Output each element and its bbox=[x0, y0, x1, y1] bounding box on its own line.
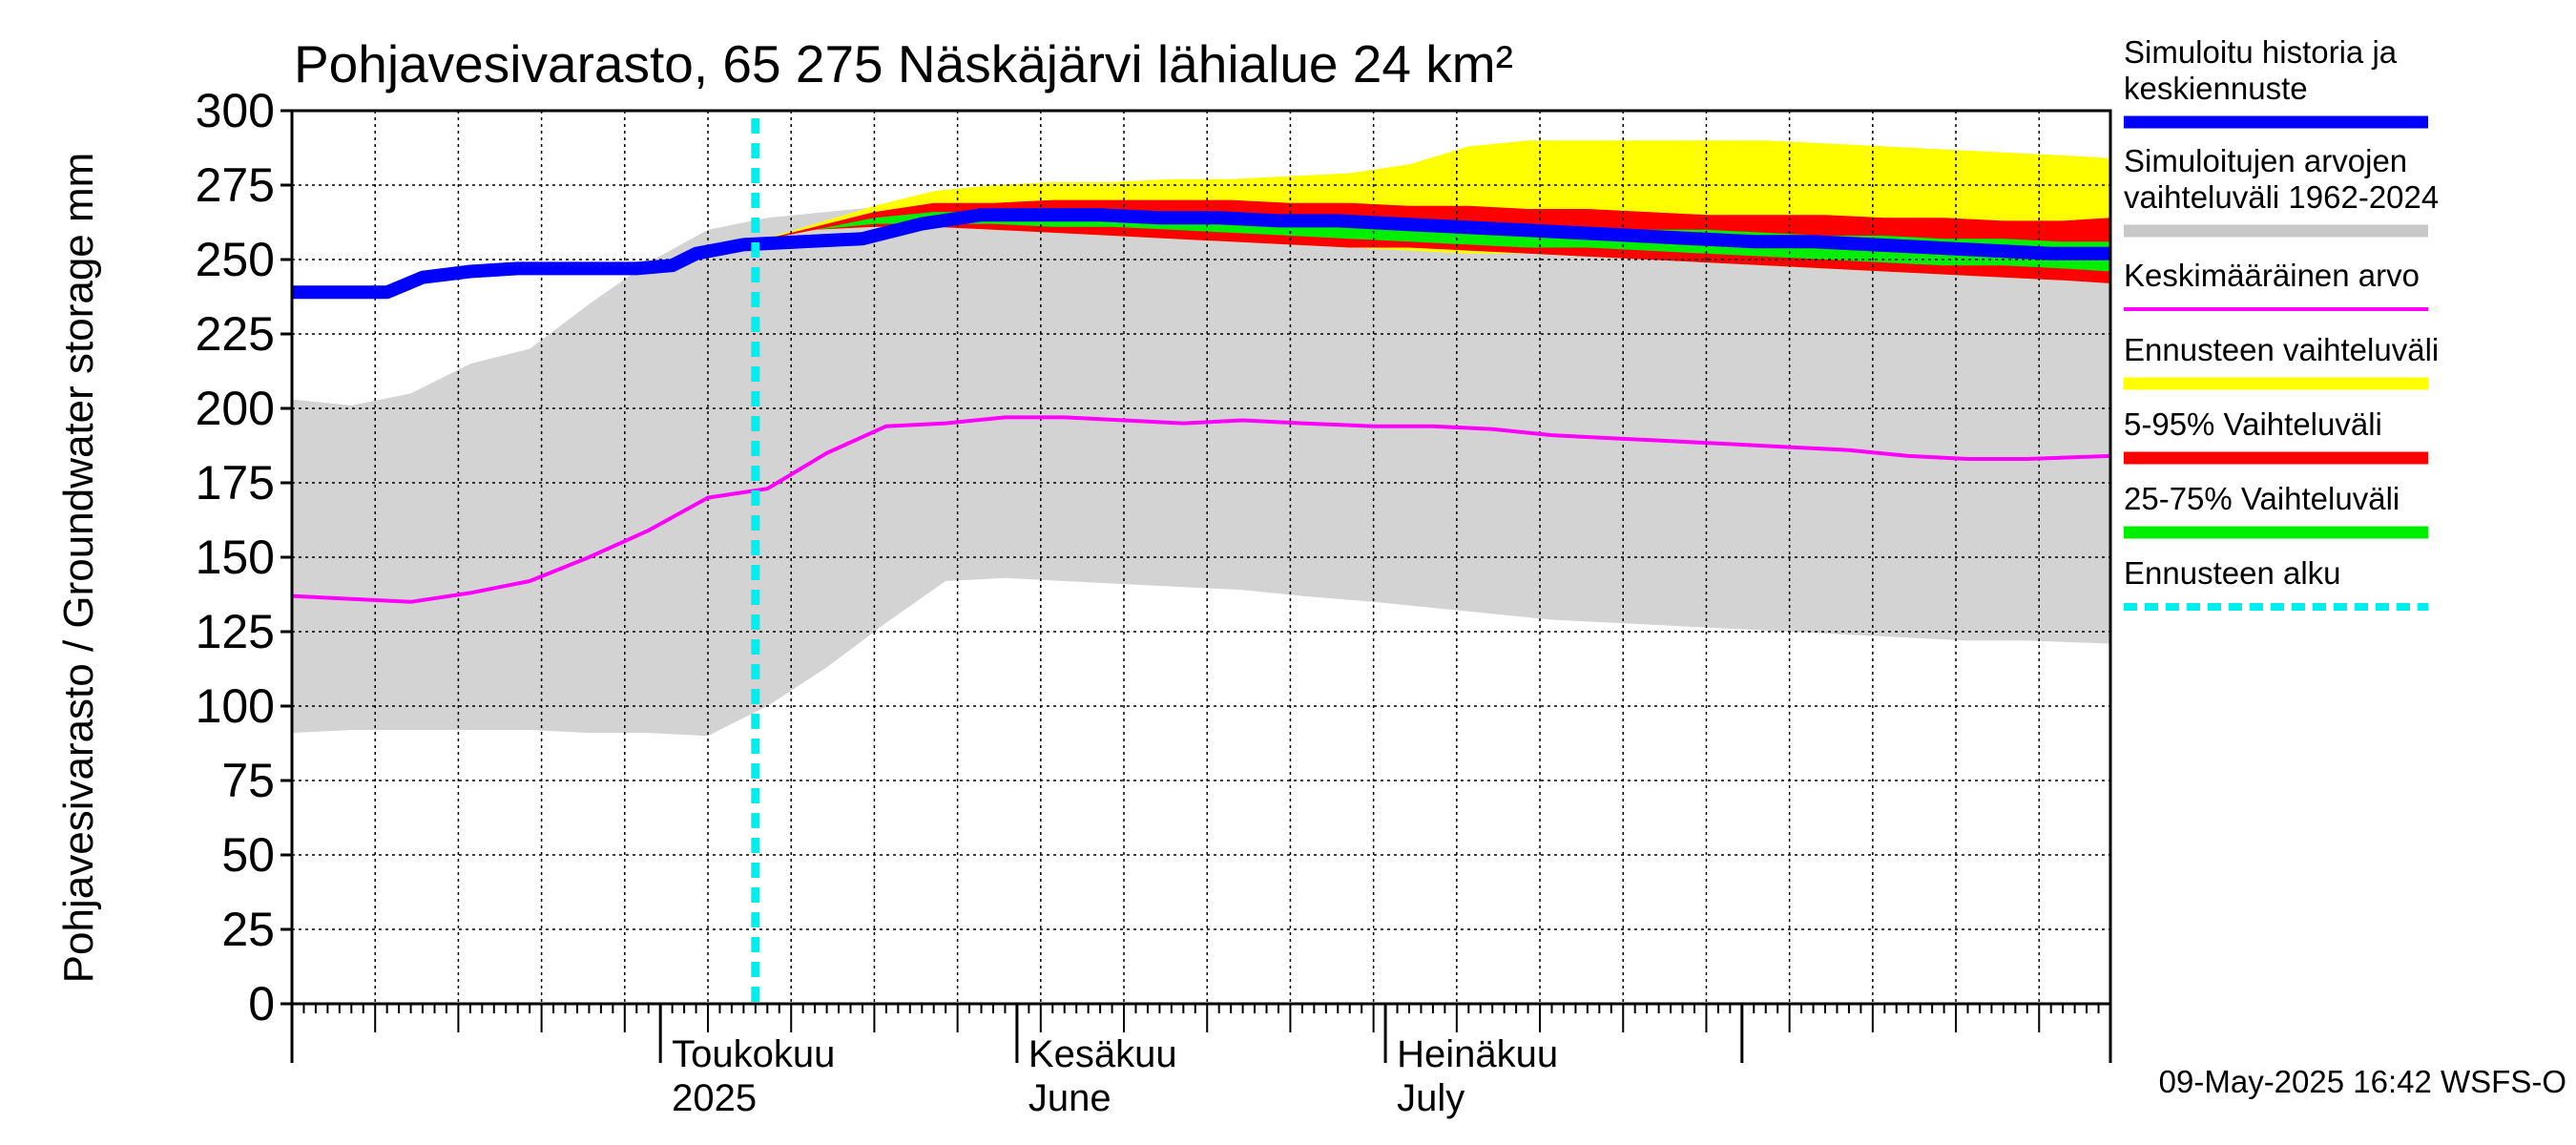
x-month-label: Kesäkuu bbox=[1028, 1033, 1177, 1075]
chart-title: Pohjavesivarasto, 65 275 Näskäjärvi lähi… bbox=[294, 34, 1513, 94]
plot-inner bbox=[292, 111, 2110, 1004]
y-tick-label: 100 bbox=[196, 679, 275, 733]
legend-label: 25-75% Vaihteluväli bbox=[2124, 481, 2399, 516]
y-tick-label: 275 bbox=[196, 158, 275, 212]
legend-label: Simuloitu historia ja bbox=[2124, 34, 2398, 70]
line-keskim-r-inen-arvo bbox=[292, 415, 2110, 604]
y-tick-label: 150 bbox=[196, 531, 275, 584]
plot-area: 0 25 50 75 100 125 150 175 200 225 250 275 300 Toukok… bbox=[196, 84, 2112, 1119]
legend-label: Simuloitujen arvojen bbox=[2124, 143, 2407, 178]
x-month-label: Heinäkuu bbox=[1397, 1033, 1558, 1075]
legend-label: 5-95% Vaihteluväli bbox=[2124, 406, 2382, 442]
y-tick-label: 25 bbox=[221, 903, 275, 956]
y-tick-label: 125 bbox=[196, 605, 275, 658]
y-tick-label: 225 bbox=[196, 307, 275, 361]
x-month-sublabel: June bbox=[1028, 1077, 1111, 1119]
legend-label: Ennusteen alku bbox=[2124, 555, 2341, 591]
x-month-sublabel: July bbox=[1397, 1077, 1465, 1119]
band-25-75-vaihteluv-li bbox=[755, 212, 2110, 272]
y-tick-label: 250 bbox=[196, 233, 275, 286]
x-month-label: Toukokuu bbox=[672, 1033, 835, 1075]
y-tick-label: 200 bbox=[196, 382, 275, 435]
x-month-sublabel: 2025 bbox=[672, 1077, 757, 1119]
y-axis-label: Pohjavesivarasto / Groundwater storage m… bbox=[55, 153, 102, 984]
y-tick-label: 175 bbox=[196, 456, 275, 510]
y-tick-label: 300 bbox=[196, 84, 275, 137]
legend-label: Keskimääräinen arvo bbox=[2124, 258, 2420, 293]
y-tick-label: 50 bbox=[221, 828, 275, 882]
line-simuloitu-historia-ja-keskiennuste bbox=[292, 208, 2110, 300]
y-tick-label: 0 bbox=[248, 977, 275, 1030]
legend-label: vaihteluväli 1962-2024 bbox=[2124, 179, 2439, 215]
y-tick-label: 75 bbox=[221, 754, 275, 807]
band-simuloitujen-arvojen-vaihteluv-li-1962-2024 bbox=[292, 164, 2110, 737]
legend-label: Ennusteen vaihteluväli bbox=[2124, 332, 2439, 367]
grid-lines bbox=[292, 111, 2110, 1004]
timestamp: 09-May-2025 16:42 WSFS-O bbox=[2159, 1064, 2566, 1099]
legend-label: keskiennuste bbox=[2124, 71, 2308, 106]
